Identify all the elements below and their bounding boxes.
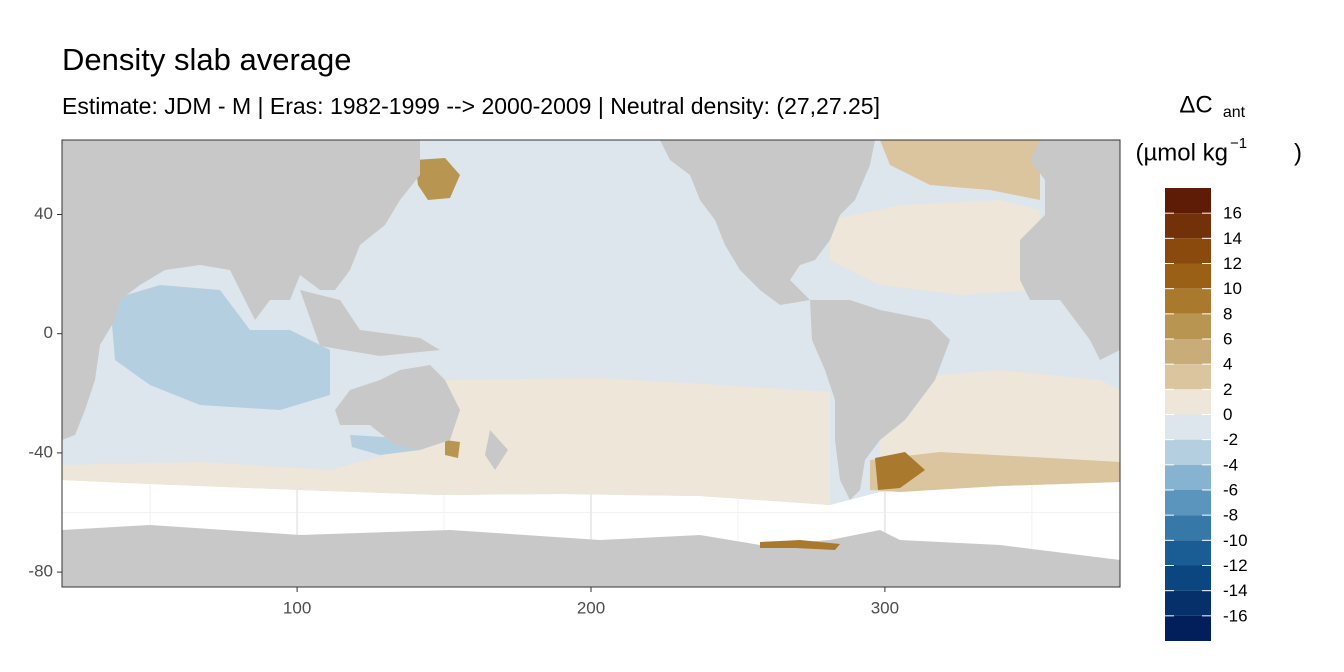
map [62,140,1120,587]
ocean-field [870,452,1120,492]
legend-title-subscript: ant [1223,104,1246,121]
ocean-field [110,285,330,410]
legend-swatch [1165,238,1211,264]
x-tick-label: 300 [871,598,899,617]
legend-label: -16 [1223,606,1248,625]
land [62,140,420,440]
ocean-field [760,540,840,550]
ocean-field [415,158,460,200]
ocean-field [875,452,925,490]
legend-swatch [1165,263,1211,289]
ocean-field [880,140,1040,200]
y-tick-label: -40 [28,442,53,461]
legend-label: 6 [1223,329,1232,348]
legend-label: 16 [1223,204,1242,223]
y-tick-label: 40 [34,204,53,223]
legend-label: 0 [1223,405,1232,424]
land [300,290,440,356]
legend-swatch [1165,590,1211,616]
legend-label: -14 [1223,581,1248,600]
legend-swatch [1165,490,1211,516]
land [335,365,460,450]
x-tick-label: 100 [283,598,311,617]
legend-swatch [1165,540,1211,566]
legend-label: 8 [1223,304,1232,323]
legend-label: 12 [1223,254,1242,273]
legend-swatch [1165,313,1211,339]
chart-title: Density slab average [62,42,352,77]
land [1020,140,1120,360]
legend-label: -6 [1223,480,1238,499]
x-tick-label: 200 [577,598,605,617]
legend-unit-close: ) [1294,139,1302,166]
legend-label: 10 [1223,279,1242,298]
legend-label: -4 [1223,455,1238,474]
chart-subtitle: Estimate: JDM - M | Eras: 1982-1999 --> … [62,93,880,119]
land [485,430,508,470]
legend-label: -2 [1223,430,1238,449]
legend-title: ΔC [1179,91,1212,118]
legend-swatch [1165,515,1211,541]
legend-unit: (µmol kg [1135,139,1228,166]
ocean-field [445,440,460,458]
legend-swatch [1165,565,1211,591]
legend-swatch [1165,439,1211,465]
legend-label: 4 [1223,355,1232,374]
ocean-field [830,200,1040,295]
legend-label: -8 [1223,506,1238,525]
land [810,300,950,500]
legend-label: 14 [1223,229,1242,248]
legend-swatch [1165,364,1211,390]
land [660,140,875,305]
legend-swatch [1165,615,1211,641]
legend-label: -10 [1223,531,1248,550]
legend: ΔC ant (µmol kg −1 ) 16 14 12 10 8 6 4 2 0 -2 -4 -6… [1135,91,1302,641]
legend-swatch [1165,339,1211,365]
legend-swatch [1165,464,1211,490]
legend-swatch [1165,414,1211,440]
legend-label: 2 [1223,380,1232,399]
legend-swatch [1165,213,1211,239]
y-tick-label: -80 [28,562,53,581]
legend-swatch [1165,288,1211,314]
legend-unit-superscript: −1 [1230,135,1247,152]
land [62,525,1120,587]
y-tick-label: 0 [44,323,53,342]
legend-swatch [1165,389,1211,415]
legend-label: -12 [1223,556,1248,575]
legend-swatch [1165,188,1211,214]
